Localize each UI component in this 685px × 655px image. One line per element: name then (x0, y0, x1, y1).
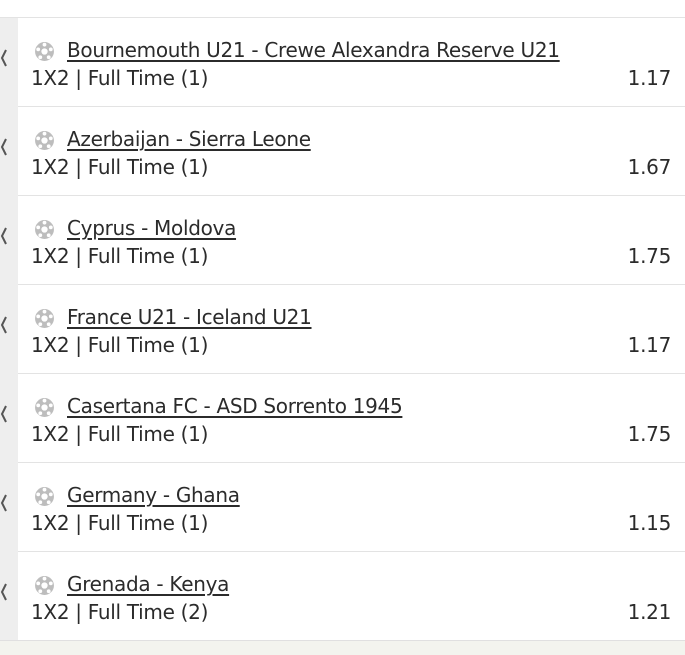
chevron[interactable] (0, 404, 10, 424)
sport-icon (35, 309, 54, 328)
chevron[interactable] (0, 582, 10, 602)
odds-value: 1.75 (627, 422, 672, 446)
market-label: 1X2 | Full Time (1) (31, 244, 209, 268)
match-link[interactable]: France U21 - Iceland U21 (67, 305, 312, 329)
sport-icon (35, 398, 54, 417)
match-link[interactable]: Azerbaijan - Sierra Leone (67, 127, 311, 151)
odds-value: 1.75 (627, 244, 672, 268)
bet-row: Grenada - Kenya 1X2 | Full Time (2) 1.21 (0, 552, 685, 641)
bet-row: France U21 - Iceland U21 1X2 | Full Time … (0, 285, 685, 374)
divider (0, 17, 685, 18)
market-label: 1X2 | Full Time (1) (31, 422, 209, 446)
bet-row: Casertana FC - ASD Sorrento 1945 1X2 | Fu… (0, 374, 685, 463)
match-link[interactable]: Bournemouth U21 - Crewe Alexandra Reserv… (67, 38, 560, 62)
chevron[interactable] (0, 226, 10, 246)
sport-icon (35, 487, 54, 506)
bet-row: Azerbaijan - Sierra Leone 1X2 | Full Time… (0, 107, 685, 196)
footer-bar (0, 640, 685, 655)
chevron[interactable] (0, 493, 10, 513)
match-link[interactable]: Germany - Ghana (67, 483, 240, 507)
market-label: 1X2 | Full Time (1) (31, 333, 209, 357)
bet-row: Germany - Ghana 1X2 | Full Time (1) 1.15 (0, 463, 685, 552)
market-label: 1X2 | Full Time (1) (31, 511, 209, 535)
sport-icon (35, 42, 54, 61)
match-link[interactable]: Cyprus - Moldova (67, 216, 237, 240)
bet-row: Bournemouth U21 - Crewe Alexandra Reserv… (0, 18, 685, 107)
match-link[interactable]: Grenada - Kenya (67, 572, 230, 596)
sport-icon (35, 220, 54, 239)
odds-value: 1.21 (627, 600, 672, 624)
sport-icon (35, 131, 54, 150)
odds-value: 1.15 (627, 511, 672, 535)
chevron[interactable] (0, 315, 10, 335)
odds-value: 1.67 (627, 155, 672, 179)
chevron[interactable] (0, 48, 10, 68)
chevron[interactable] (0, 137, 10, 157)
bet-list: Bournemouth U21 - Crewe Alexandra Reserv… (0, 18, 685, 641)
side-strip (0, 18, 18, 640)
market-label: 1X2 | Full Time (1) (31, 155, 209, 179)
sport-icon (35, 576, 54, 595)
match-link[interactable]: Casertana FC - ASD Sorrento 1945 (67, 394, 403, 418)
market-label: 1X2 | Full Time (1) (31, 66, 209, 90)
odds-value: 1.17 (627, 66, 672, 90)
bet-row: Cyprus - Moldova 1X2 | Full Time (1) 1.75 (0, 196, 685, 285)
market-label: 1X2 | Full Time (2) (31, 600, 209, 624)
odds-value: 1.17 (627, 333, 672, 357)
